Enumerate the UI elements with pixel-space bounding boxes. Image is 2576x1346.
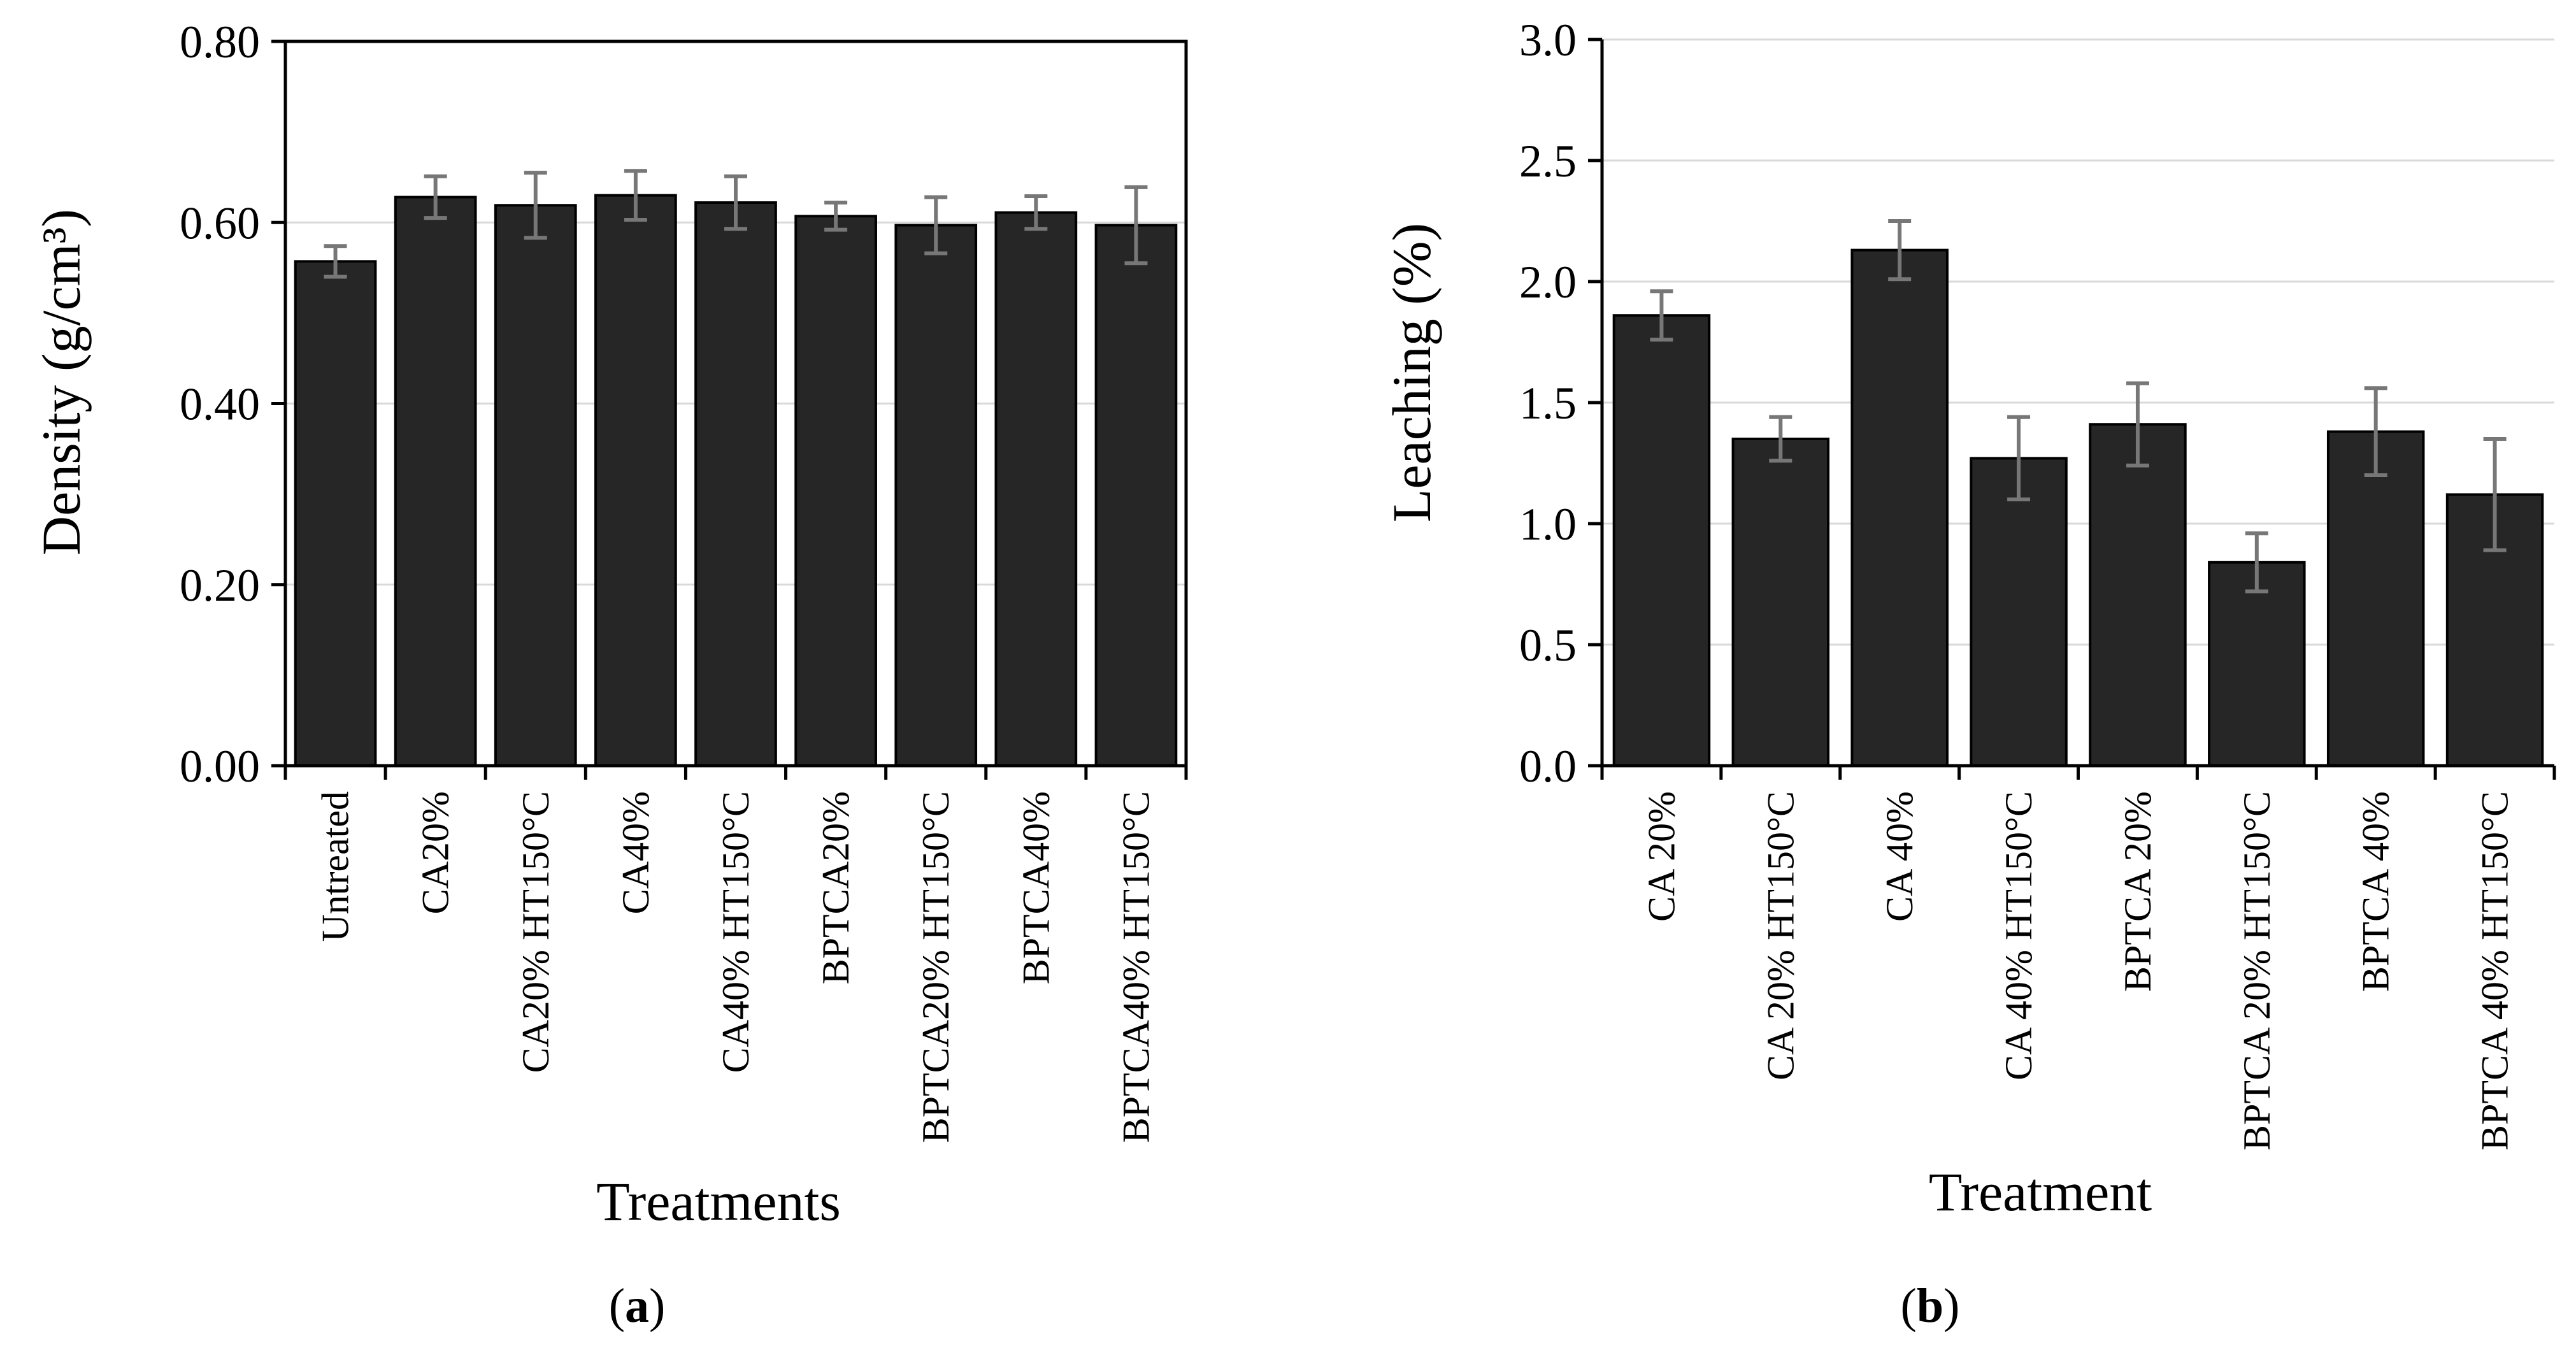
error-bar-a <box>524 171 547 240</box>
y-tick-label-b: 1.0 <box>1519 499 1577 550</box>
chart-panel-a: 0.00 0.20 0.40 0.60 0.80 Untreated CA20% CA20%… <box>31 17 1188 1333</box>
x-category-label-a: BPTCA40% <box>1015 791 1057 984</box>
error-bar-b <box>1650 289 1673 342</box>
bar-b <box>2326 430 2425 767</box>
y-tick-label-b: 3.0 <box>1519 15 1577 66</box>
bar-b <box>2089 423 2187 767</box>
y-tick-label-a: 0.00 <box>180 741 260 792</box>
panel-label-b: (b) <box>1901 1279 1960 1333</box>
x-category-label-b: BPTCA 20% <box>2117 791 2159 992</box>
error-bar-a <box>924 195 948 255</box>
bar-a <box>994 211 1078 767</box>
bar-b <box>1850 248 1949 768</box>
x-category-label-b: CA 40% <box>1878 791 1921 922</box>
x-category-label-b: BPTCA 20% HT150°C <box>2236 791 2278 1150</box>
error-bar-a <box>1024 194 1048 231</box>
error-bar-a <box>324 244 347 279</box>
error-bar-b <box>1769 415 1792 463</box>
x-category-label-a: BPTCA20% HT150°C <box>915 791 957 1143</box>
x-category-label-b: BPTCA 40% <box>2355 791 2397 992</box>
error-bar-a <box>424 174 447 220</box>
y-tick-label-a: 0.40 <box>180 379 260 430</box>
bar-a <box>394 196 477 767</box>
y-tick-label-b: 0.5 <box>1519 620 1577 671</box>
error-bar-b <box>2364 386 2387 477</box>
x-category-label-a: Untreated <box>315 791 357 942</box>
bar-a <box>1094 224 1178 768</box>
error-bar-a <box>824 200 848 232</box>
y-tick-label-b: 2.0 <box>1519 257 1577 308</box>
y-tick-label-a: 0.20 <box>180 560 260 611</box>
x-category-labels-a: Untreated CA20% CA20% HT150°C CA40% CA40% HT… <box>315 791 1157 1143</box>
bar-a <box>294 260 377 767</box>
y-tick-label-a: 0.80 <box>180 17 260 68</box>
x-category-label-a: CA40% HT150°C <box>715 791 757 1073</box>
plot-frame-a <box>283 39 1188 768</box>
bar-a <box>594 194 677 767</box>
x-category-label-a: CA20% HT150°C <box>515 791 557 1073</box>
bar-a <box>894 224 978 768</box>
bars-b <box>1612 248 2544 768</box>
error-bar-a <box>724 174 747 231</box>
error-bars-a <box>324 169 1148 279</box>
y-axis-title-b: Leaching (%) <box>1381 223 1442 522</box>
panel-label-a: (a) <box>609 1279 666 1333</box>
y-tick-label-a: 0.60 <box>180 197 260 248</box>
x-axis-title-a: Treatments <box>596 1171 841 1232</box>
bar-a <box>494 204 577 767</box>
x-category-label-a: CA40% <box>615 791 657 914</box>
x-category-label-a: BPTCA40% HT150°C <box>1115 791 1157 1143</box>
error-bar-b <box>2483 437 2507 552</box>
error-bar-a <box>1124 185 1148 266</box>
x-category-label-b: BPTCA 40% HT150°C <box>2474 791 2516 1150</box>
error-bar-b <box>1888 219 1912 282</box>
bar-b <box>1731 438 1830 767</box>
axes-b <box>1588 38 2556 780</box>
chart-panel-b: 0.0 0.5 1.0 1.5 2.0 2.5 3.0 CA 20% CA 20% HT150… <box>1381 15 2556 1333</box>
y-tick-label-b: 2.5 <box>1519 136 1577 187</box>
axes-a <box>271 39 1188 780</box>
x-axis-title-b: Treatment <box>1929 1161 2152 1222</box>
x-category-label-b: CA 20% <box>1640 791 1682 922</box>
y-tick-label-b: 1.5 <box>1519 378 1577 429</box>
x-category-label-b: CA 40% HT150°C <box>1998 791 2040 1080</box>
bar-a <box>694 201 777 768</box>
bar-b <box>1970 457 2068 768</box>
x-category-label-a: BPTCA20% <box>815 791 857 984</box>
x-category-label-a: CA20% <box>415 791 457 914</box>
error-bar-b <box>2126 381 2149 468</box>
y-tick-label-b: 0.0 <box>1519 741 1577 792</box>
y-axis-title-a: Density (g/cm³) <box>31 209 92 555</box>
error-bars-b <box>1650 219 2507 594</box>
bar-b <box>1612 314 1711 767</box>
error-bar-b <box>2007 415 2031 501</box>
y-tick-labels-a: 0.00 0.20 0.40 0.60 0.80 <box>180 17 260 792</box>
x-category-label-b: CA 20% HT150°C <box>1759 791 1801 1080</box>
error-bar-b <box>2245 531 2268 594</box>
y-tick-labels-b: 0.0 0.5 1.0 1.5 2.0 2.5 3.0 <box>1519 15 1577 792</box>
error-bar-a <box>624 169 647 222</box>
bar-a <box>794 215 877 767</box>
x-category-labels-b: CA 20% CA 20% HT150°C CA 40% CA 40% HT150°C… <box>1640 791 2515 1150</box>
bars-a <box>294 194 1178 768</box>
